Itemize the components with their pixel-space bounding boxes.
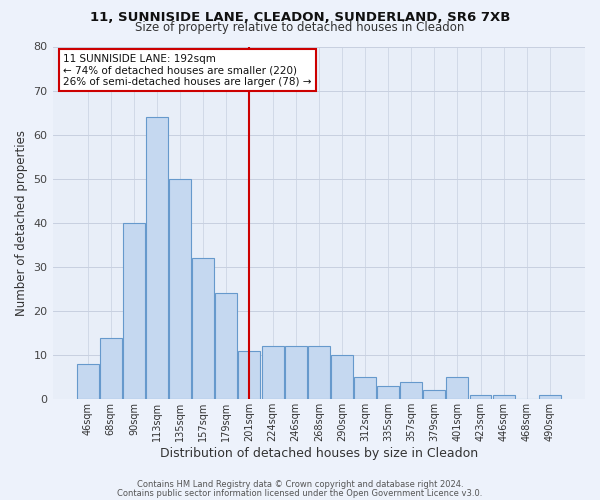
Text: 11, SUNNISIDE LANE, CLEADON, SUNDERLAND, SR6 7XB: 11, SUNNISIDE LANE, CLEADON, SUNDERLAND,… xyxy=(90,11,510,24)
Bar xyxy=(331,355,353,400)
Bar xyxy=(308,346,330,400)
Text: Contains public sector information licensed under the Open Government Licence v3: Contains public sector information licen… xyxy=(118,489,482,498)
Y-axis label: Number of detached properties: Number of detached properties xyxy=(15,130,28,316)
Text: Contains HM Land Registry data © Crown copyright and database right 2024.: Contains HM Land Registry data © Crown c… xyxy=(137,480,463,489)
Bar xyxy=(238,351,260,400)
Bar xyxy=(539,395,561,400)
X-axis label: Distribution of detached houses by size in Cleadon: Distribution of detached houses by size … xyxy=(160,447,478,460)
Bar xyxy=(192,258,214,400)
Bar xyxy=(400,382,422,400)
Bar xyxy=(262,346,284,400)
Bar xyxy=(146,117,168,400)
Bar xyxy=(77,364,98,400)
Bar xyxy=(284,346,307,400)
Bar xyxy=(169,179,191,400)
Bar xyxy=(123,223,145,400)
Bar xyxy=(424,390,445,400)
Text: Size of property relative to detached houses in Cleadon: Size of property relative to detached ho… xyxy=(136,22,464,35)
Bar xyxy=(354,377,376,400)
Bar xyxy=(446,377,469,400)
Text: 11 SUNNISIDE LANE: 192sqm
← 74% of detached houses are smaller (220)
26% of semi: 11 SUNNISIDE LANE: 192sqm ← 74% of detac… xyxy=(63,54,311,87)
Bar xyxy=(377,386,399,400)
Bar xyxy=(100,338,122,400)
Bar xyxy=(493,395,515,400)
Bar xyxy=(470,395,491,400)
Bar xyxy=(215,294,238,400)
